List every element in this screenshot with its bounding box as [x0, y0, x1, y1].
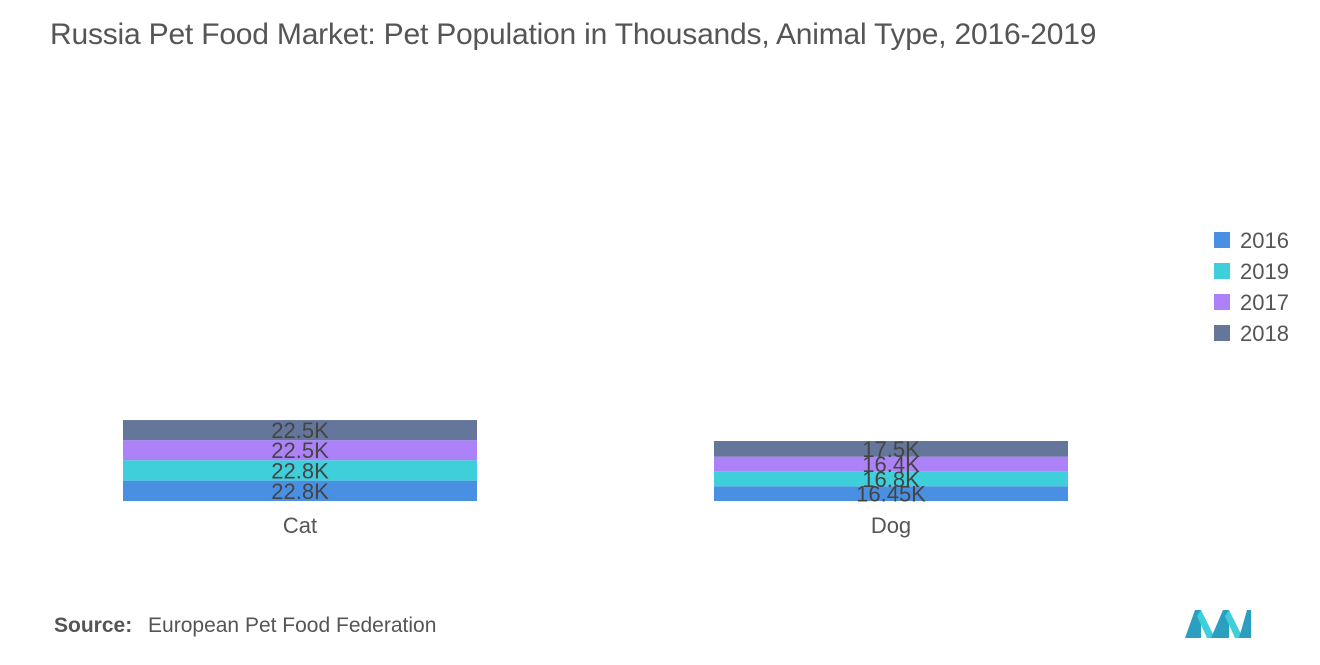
category-label-dog: Dog	[871, 513, 911, 538]
legend: 2016 2019 2017 2018	[1214, 228, 1289, 346]
data-label-cat-2018: 22.5K	[271, 418, 329, 443]
legend-label-2019: 2019	[1240, 259, 1289, 284]
data-label-dog-2018: 17.5K	[862, 437, 920, 462]
legend-swatch-2018	[1214, 325, 1230, 341]
legend-swatch-2019	[1214, 263, 1230, 279]
stacked-bar-chart: 22.8K22.8K22.5K22.5K16.45K16.8K16.4K17.5…	[123, 228, 1289, 538]
legend-swatch-2016	[1214, 232, 1230, 248]
legend-label-2016: 2016	[1240, 228, 1289, 253]
legend-label-2017: 2017	[1240, 290, 1289, 315]
data-label-cat-2017: 22.5K	[271, 438, 329, 463]
source-text: European Pet Food Federation	[148, 614, 437, 637]
bar-segment-dog-2017	[714, 456, 1068, 472]
bar-segment-dog-2016	[714, 486, 1068, 501]
bar-segment-cat-2019	[123, 460, 477, 481]
legend-label-2018: 2018	[1240, 321, 1289, 346]
category-labels-layer: Cat Dog	[283, 513, 911, 538]
data-label-dog-2019: 16.8K	[862, 467, 920, 492]
bar-segment-cat-2018	[123, 420, 477, 441]
bar-segment-cat-2016	[123, 480, 477, 501]
source-note: Source: European Pet Food Federation	[54, 614, 436, 638]
bar-segment-dog-2019	[714, 471, 1068, 487]
source-label: Source:	[54, 614, 133, 637]
category-label-cat: Cat	[283, 513, 317, 538]
bar-segment-cat-2017	[123, 440, 477, 461]
mordor-logo-icon	[1185, 610, 1251, 638]
data-labels-layer: 22.8K22.8K22.5K22.5K16.45K16.8K16.4K17.5…	[271, 418, 926, 507]
chart-title: Russia Pet Food Market: Pet Population i…	[50, 18, 1097, 51]
bars-layer	[123, 420, 1068, 501]
legend-swatch-2017	[1214, 294, 1230, 310]
data-label-cat-2019: 22.8K	[271, 458, 329, 483]
data-label-cat-2016: 22.8K	[271, 479, 329, 504]
data-label-dog-2017: 16.4K	[862, 452, 920, 477]
bar-segment-dog-2018	[714, 441, 1068, 457]
data-label-dog-2016: 16.45K	[856, 482, 926, 507]
